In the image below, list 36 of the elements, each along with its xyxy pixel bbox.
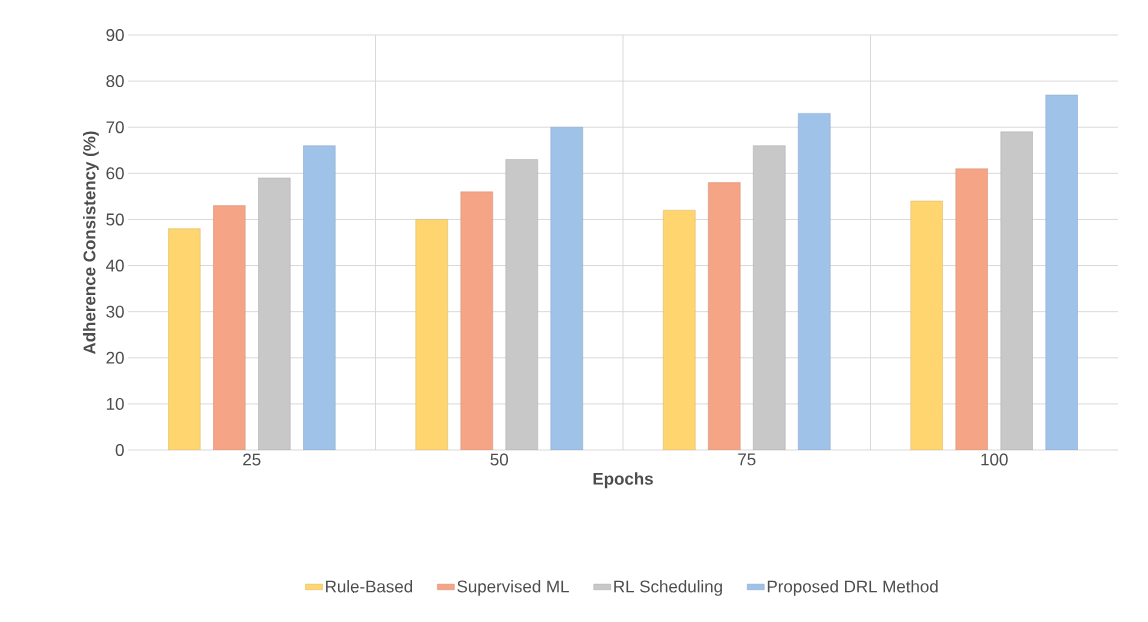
y-axis-title: Adherence Consistency (%) (83, 131, 99, 355)
bar (505, 159, 538, 450)
legend-label: Rule-Based (326, 580, 413, 593)
legend-label: Supervised ML (457, 580, 569, 596)
bar (1045, 94, 1078, 450)
bar (303, 145, 336, 450)
y-tick-label: 0 (115, 444, 124, 456)
y-tick-label: 70 (106, 121, 124, 134)
x-tick-label: 75 (738, 453, 756, 466)
y-tick-label: 40 (106, 259, 124, 272)
y-tick-label: 90 (106, 29, 124, 42)
y-tick-label: 60 (106, 167, 124, 180)
x-tick-label: 25 (243, 453, 261, 466)
x-tick-label: 50 (490, 453, 509, 466)
y-tick-label: 80 (106, 75, 124, 88)
bar (753, 145, 786, 450)
bar (910, 200, 943, 450)
bar (708, 182, 741, 450)
y-tick-label: 50 (106, 213, 124, 226)
legend-label: RL Scheduling (614, 580, 722, 596)
bar (258, 177, 291, 450)
bar (955, 168, 988, 450)
x-tick-label: 100 (981, 453, 1008, 466)
y-tick-label: 30 (106, 305, 124, 318)
bar (550, 127, 583, 450)
bar (168, 228, 201, 450)
bar (460, 191, 493, 450)
y-tick-label: 10 (106, 397, 124, 410)
y-tick-label: 20 (106, 351, 124, 364)
bar (798, 113, 831, 450)
bar (213, 205, 246, 450)
x-axis-title: Epochs (593, 472, 653, 489)
bar (1000, 131, 1033, 450)
bar (663, 210, 696, 450)
bar (415, 219, 448, 450)
legend-label: Proposed DRL Method (767, 580, 938, 596)
